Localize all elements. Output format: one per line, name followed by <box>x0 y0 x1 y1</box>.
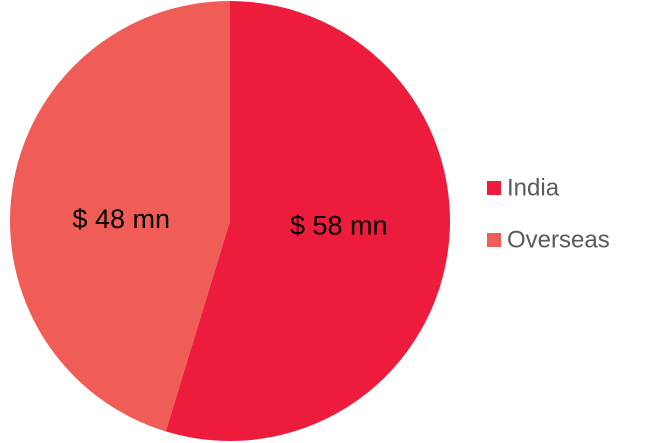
legend-label: India <box>507 174 560 201</box>
data-label: $ 58 mn <box>290 210 388 240</box>
legend-swatch <box>487 233 501 247</box>
legend-label: Overseas <box>507 226 610 253</box>
pie-slice <box>165 1 451 441</box>
pie-slice <box>10 1 230 432</box>
data-label: $ 48 mn <box>72 204 170 234</box>
legend-swatch <box>487 181 501 195</box>
